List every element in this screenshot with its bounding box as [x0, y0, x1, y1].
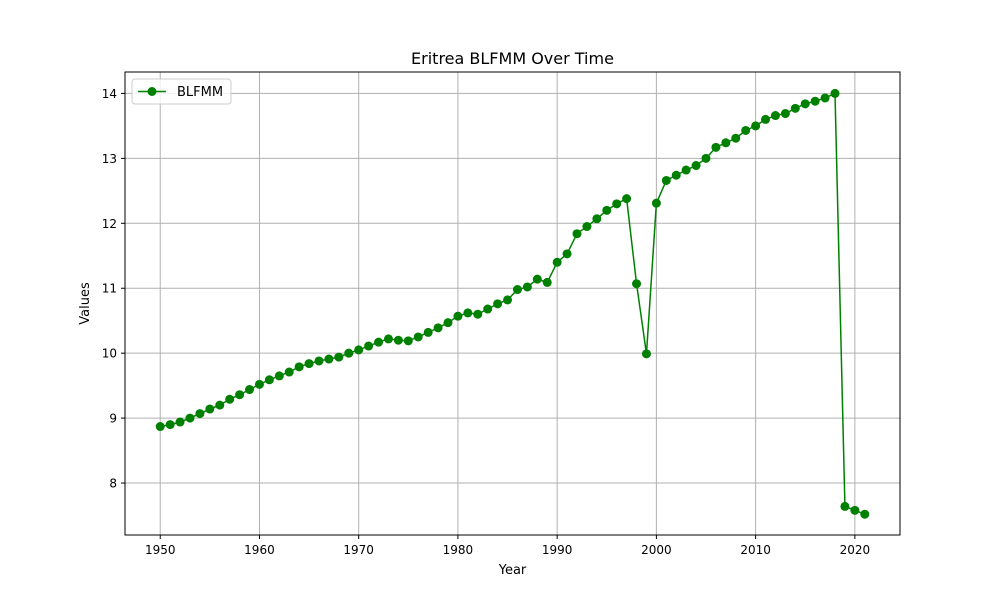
- data-point: [612, 199, 622, 209]
- data-point: [215, 400, 225, 410]
- data-point: [741, 125, 751, 135]
- data-point: [830, 88, 840, 98]
- data-point: [383, 334, 393, 344]
- data-point: [463, 308, 473, 318]
- x-tick-label: 2000: [641, 543, 672, 557]
- data-point: [374, 337, 384, 347]
- data-point: [284, 367, 294, 377]
- series-layer: [155, 88, 870, 519]
- data-point: [423, 327, 433, 337]
- data-point: [572, 229, 582, 239]
- data-point: [483, 304, 493, 314]
- data-point: [582, 222, 592, 232]
- data-point: [453, 311, 463, 321]
- data-point: [562, 249, 572, 259]
- data-point: [324, 354, 334, 364]
- data-point: [185, 413, 195, 423]
- chart-title: Eritrea BLFMM Over Time: [411, 49, 614, 68]
- data-point: [225, 394, 235, 404]
- data-point: [800, 99, 810, 109]
- data-point: [632, 279, 642, 289]
- data-point: [820, 93, 830, 103]
- x-tick-label: 1990: [542, 543, 573, 557]
- data-point: [493, 299, 503, 309]
- data-point: [294, 362, 304, 372]
- y-tick-label: 9: [109, 412, 117, 426]
- y-tick-label: 13: [102, 152, 117, 166]
- data-point: [542, 277, 552, 287]
- data-point: [701, 153, 711, 163]
- data-point: [205, 404, 215, 414]
- x-tick-label: 1960: [244, 543, 275, 557]
- y-tick-label: 10: [102, 347, 117, 361]
- data-point: [810, 96, 820, 106]
- x-tick-label: 2020: [840, 543, 871, 557]
- data-point: [622, 194, 632, 204]
- data-point: [532, 274, 542, 284]
- data-point: [761, 114, 771, 124]
- plot-area-frame: [124, 71, 901, 536]
- data-point: [443, 318, 453, 328]
- y-tick-label: 8: [109, 477, 117, 491]
- data-point: [751, 121, 761, 131]
- x-tick-label: 1970: [343, 543, 374, 557]
- data-point: [254, 379, 264, 389]
- legend: BLFMM: [131, 78, 232, 105]
- data-point: [651, 198, 661, 208]
- data-point: [790, 103, 800, 113]
- legend-label: BLFMM: [177, 85, 223, 100]
- data-point: [334, 352, 344, 362]
- data-point: [304, 359, 314, 369]
- data-point: [155, 422, 165, 432]
- data-point: [770, 111, 780, 121]
- data-point: [175, 417, 185, 427]
- data-point: [364, 341, 374, 351]
- data-point: [274, 371, 284, 381]
- data-point: [671, 170, 681, 180]
- data-point: [592, 214, 602, 224]
- y-tick-label: 12: [102, 217, 117, 231]
- data-point: [731, 133, 741, 143]
- data-point: [393, 335, 403, 345]
- legend-frame: [131, 78, 232, 105]
- data-point: [721, 138, 731, 148]
- data-point: [413, 332, 423, 342]
- data-point: [314, 356, 324, 366]
- data-point: [165, 420, 175, 430]
- axis-ticks: 1950 1960 1970 1980 1990 2000 2010 2020 8 9 10 11 12…: [102, 87, 870, 557]
- data-point: [512, 285, 522, 295]
- data-point: [641, 349, 651, 359]
- data-point: [602, 205, 612, 215]
- grid: [125, 72, 900, 535]
- data-point: [433, 323, 443, 333]
- x-tick-label: 1980: [443, 543, 474, 557]
- data-point: [473, 309, 483, 319]
- data-point: [711, 142, 721, 152]
- y-tick-label: 11: [102, 282, 117, 296]
- data-point: [661, 175, 671, 185]
- data-point: [403, 336, 413, 346]
- data-point: [354, 345, 364, 355]
- data-point: [840, 501, 850, 511]
- data-point: [681, 165, 691, 175]
- data-point: [264, 375, 274, 385]
- data-point: [850, 505, 860, 515]
- data-point: [503, 295, 513, 305]
- data-point: [344, 348, 354, 358]
- data-point: [195, 409, 205, 419]
- y-axis-label: Values: [78, 282, 93, 325]
- data-point: [235, 390, 245, 400]
- data-point: [860, 509, 870, 519]
- data-point: [245, 385, 255, 395]
- legend-marker-swatch: [147, 87, 157, 96]
- data-point: [780, 109, 790, 119]
- x-tick-label: 2010: [740, 543, 771, 557]
- data-point: [522, 282, 532, 292]
- x-axis-label: Year: [498, 563, 527, 578]
- y-tick-label: 14: [102, 87, 117, 101]
- data-point: [691, 161, 701, 171]
- data-point: [552, 257, 562, 267]
- x-tick-label: 1950: [145, 543, 176, 557]
